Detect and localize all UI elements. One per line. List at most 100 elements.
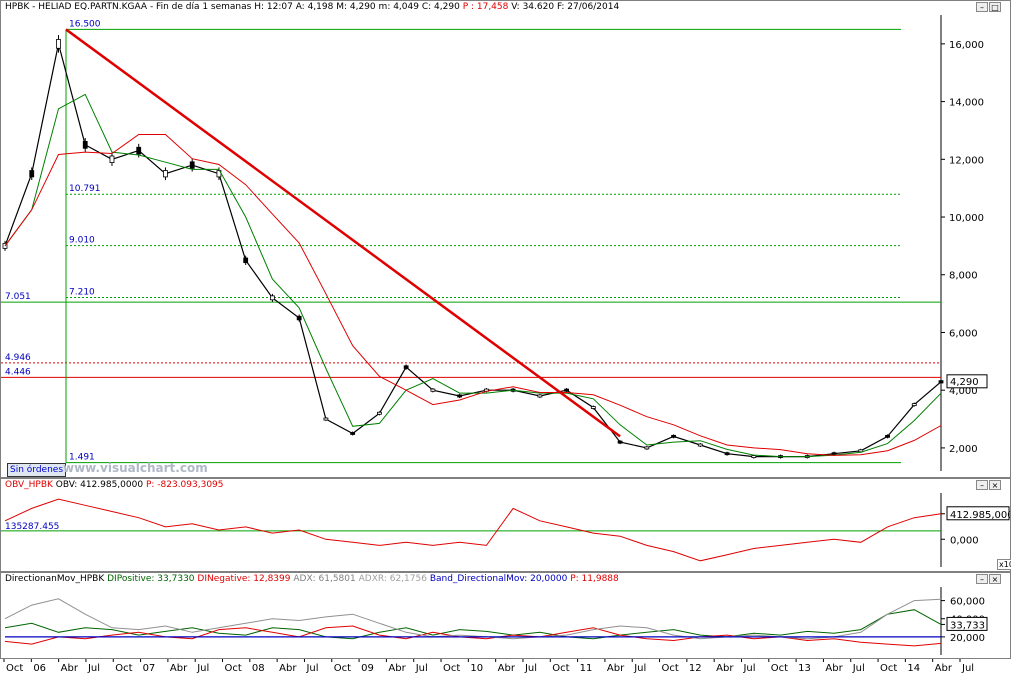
price-y-tick-label: 2,000: [949, 444, 978, 455]
price-candle-body: [29, 170, 35, 178]
x-tick-label: 06: [33, 663, 46, 673]
obv-value: OBV: 412.985,0000: [55, 480, 144, 490]
x-tick-label: Jul: [961, 663, 974, 673]
x-tick-label: Jul: [87, 663, 100, 673]
price-candle-body: [697, 443, 703, 447]
x-tick-label: Oct: [662, 663, 679, 673]
sma-fast-line: [4, 93, 942, 458]
x-tick-label: Abr: [607, 663, 625, 673]
dmi-value-box: [946, 616, 988, 631]
x-tick-label: Jul: [633, 663, 646, 673]
price-candle-body: [243, 257, 249, 264]
dmi-header: DirectionanMov_HPBK DIPositive: 33,7330 …: [5, 573, 619, 586]
price-candle-body: [644, 446, 650, 450]
obv-collapse-button[interactable]: –: [976, 480, 988, 490]
level-label: 4.446: [5, 367, 31, 377]
x-tick-label: Oct: [880, 663, 897, 673]
x-tick-label: Abr: [170, 663, 188, 673]
price-candle-body: [564, 388, 569, 392]
price-date: F: 27/06/2014: [556, 2, 620, 12]
price-volume: V: 34.620: [511, 2, 555, 12]
x-tick-label: Oct: [334, 663, 351, 673]
x-tick-label: Oct: [6, 663, 23, 673]
dmi-y-tick-label: 33,733: [950, 620, 985, 631]
dmi-collapse-button[interactable]: –: [976, 574, 988, 584]
x-tick-label: 10: [470, 663, 483, 673]
x-tick-label: Abr: [935, 663, 953, 673]
no-orders-button[interactable]: Sin órdenes: [7, 463, 67, 477]
price-candle-body: [376, 411, 382, 415]
price-maximize-button[interactable]: □: [989, 2, 1001, 12]
price-candle-body: [590, 406, 596, 409]
watermark: www.visualchart.com: [63, 461, 208, 475]
x-tick-label: 07: [143, 663, 156, 673]
price-low: m: 4,049: [378, 2, 419, 12]
sma-slow-line: [4, 134, 942, 456]
level-label: 4.946: [5, 353, 31, 363]
price-candle-body: [831, 452, 837, 456]
dmi-p: P: 11,9888: [570, 574, 619, 584]
price-candle-body: [82, 141, 88, 149]
price-candle-body: [350, 432, 356, 435]
price-candle-body: [751, 455, 757, 458]
price-candle-body: [270, 295, 275, 301]
level-label: 7.051: [5, 292, 31, 302]
dmi-close-button[interactable]: ×: [989, 574, 1001, 584]
x-tick-label: 14: [907, 663, 920, 673]
price-candle-body: [56, 39, 61, 49]
price-y-tick-label: 10,000: [949, 213, 984, 224]
dmi-name: DirectionanMov_HPBK: [5, 574, 105, 584]
obv-value-box: [946, 506, 1010, 521]
price-candle-body: [911, 403, 917, 407]
x-tick-label: Oct: [225, 663, 242, 673]
dmi-y-tick-label: 20,000: [950, 633, 985, 644]
x-tick-label: Oct: [115, 663, 132, 673]
price-chart: 16,000 14,000 12,000 10,000 8,000 6,000 4,000 2…: [1, 15, 988, 471]
x-tick-label: Jul: [196, 663, 209, 673]
price-y-tick-label: 14,000: [949, 98, 984, 109]
obv-y-tick-label: 412.985,000: [950, 510, 1010, 521]
x-tick-label: Jul: [742, 663, 755, 673]
x-tick-label: 09: [361, 663, 374, 673]
dmi-din: DINegative: 12,8399: [197, 574, 291, 584]
dmi-adxr: ADXR: 62,1756: [358, 574, 427, 584]
price-header: HPBK - HELIAD EQ.PARTN.KGAA - Fin de día…: [5, 1, 619, 14]
price-y-tick-label: 4,000: [949, 386, 978, 397]
level-label: 1.491: [69, 453, 95, 463]
x-tick-label: 12: [689, 663, 702, 673]
price-candle-body: [189, 161, 195, 169]
obv-y-tick-label: 0,000: [950, 535, 979, 546]
dmi-adx: ADX: 61,5801: [293, 574, 356, 584]
dmi-y-tick-label: 60,000: [950, 597, 985, 608]
price-pct: P : 17,458: [462, 2, 509, 12]
obv-close-button[interactable]: ×: [989, 480, 1001, 490]
x-tick-label: Abr: [825, 663, 843, 673]
price-candle-body: [457, 394, 463, 398]
x-tick-label: Oct: [552, 663, 569, 673]
level-label: 7.210: [69, 288, 95, 298]
price-candle-body: [136, 146, 142, 155]
x-tick-label: Abr: [61, 663, 79, 673]
dip-line: [4, 609, 942, 640]
level-label: 10.791: [69, 184, 101, 194]
dmi-panel: DirectionanMov_HPBK DIPositive: 33,7330 …: [0, 572, 1011, 659]
x-tick-label: Abr: [279, 663, 297, 673]
price-candle-body: [885, 434, 890, 438]
price-candle-body: [430, 388, 436, 392]
obv-chart: 135287.455 412.985,000 0,000: [1, 493, 1010, 567]
price-series-line: [4, 43, 942, 458]
x-tick-label: 13: [798, 663, 811, 673]
obv-header: OBV_HPBK OBV: 412.985,0000 P: -823.093,3…: [5, 479, 224, 492]
price-candle-body: [163, 170, 168, 178]
trendline: [65, 28, 621, 438]
price-close: C: 4,290: [421, 2, 460, 12]
x10-label: x10: [997, 559, 1011, 570]
price-y-tick-label: 6,000: [949, 328, 978, 339]
price-title: HPBK - HELIAD EQ.PARTN.KGAA - Fin de día…: [5, 2, 293, 12]
dmi-dip: DIPositive: 33,7330: [107, 574, 195, 584]
price-candle-body: [296, 315, 302, 321]
price-collapse-button[interactable]: –: [976, 2, 988, 12]
x-tick-label: Jul: [524, 663, 537, 673]
level-label: 16.500: [69, 19, 101, 29]
